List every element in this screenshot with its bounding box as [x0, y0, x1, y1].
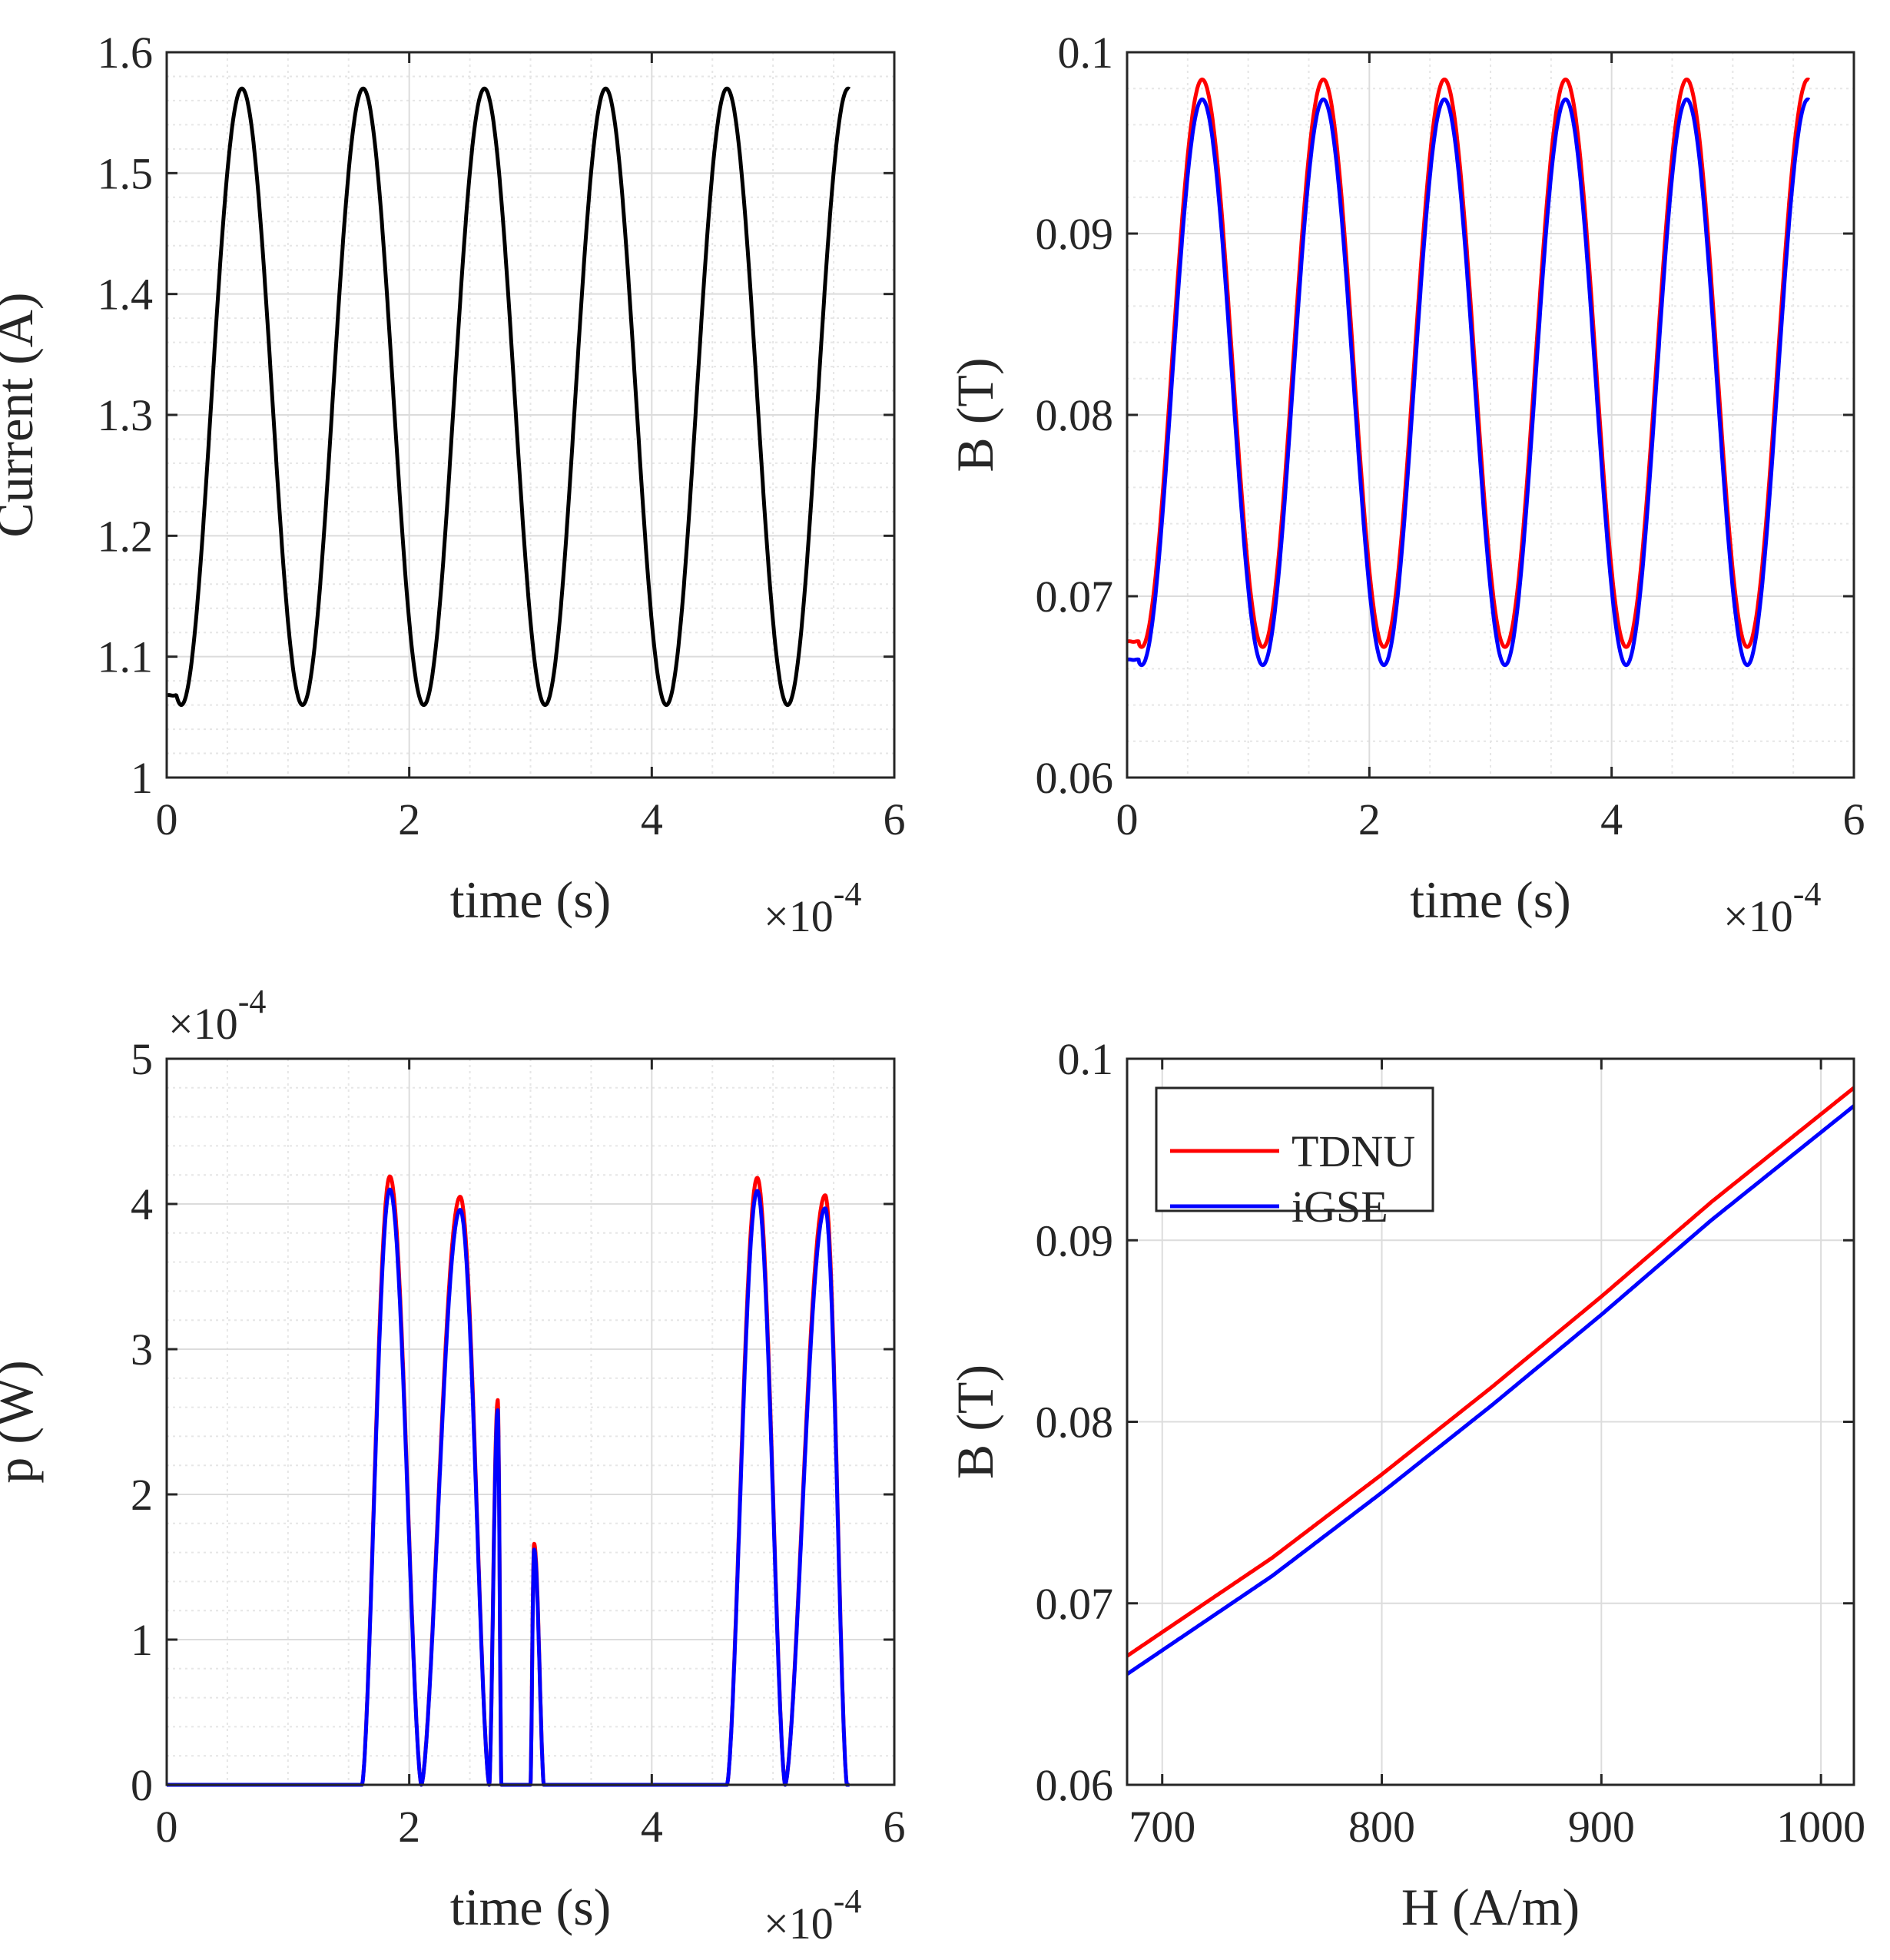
- series-line-igse: [164, 1187, 851, 1787]
- x-tick-label: 6: [884, 794, 906, 844]
- chart-power: 0 1 2 3 4 5 0 2 4 6 time (s) p (W) ×10-4 ×10-4: [0, 983, 906, 1948]
- chart-b-time: 0.06 0.07 0.08 0.09 0.1 0 2 4 6 time (s) B (T) ×10-…: [946, 28, 1865, 941]
- y-tick-label: 0.1: [1058, 28, 1114, 78]
- y-tick-label: 3: [131, 1325, 153, 1375]
- series-line-igse: [1126, 1104, 1855, 1676]
- x-tick-label: 2: [1358, 794, 1381, 844]
- y-tick-label: 2: [131, 1470, 153, 1520]
- x-multiplier-exponent: -4: [834, 875, 862, 913]
- axes-box: [165, 1057, 896, 1786]
- x-multiplier-exponent: -4: [834, 1882, 862, 1920]
- y-tick-label: 5: [131, 1034, 153, 1084]
- y-tick-label: 0.09: [1036, 209, 1114, 259]
- x-tick-label: 2: [398, 1802, 420, 1852]
- x-tick-label: 2: [398, 794, 420, 844]
- y-multiplier-exponent: -4: [238, 983, 267, 1020]
- y-tick-label: 0.09: [1036, 1215, 1114, 1265]
- y-tick-label: 4: [131, 1179, 153, 1229]
- y-tick-label: 1.3: [98, 390, 154, 440]
- y-tick-label: 0.06: [1036, 753, 1114, 803]
- x-tick-label: 6: [884, 1802, 906, 1852]
- series-line-tdnu: [1126, 1086, 1855, 1658]
- y-tick-label: 1.2: [98, 511, 154, 561]
- series-line-igse: [1126, 97, 1811, 668]
- x-multiplier-exponent: -4: [1793, 875, 1822, 913]
- y-tick-label: 1.6: [98, 28, 154, 78]
- x-multiplier: ×10-4: [1723, 875, 1821, 941]
- x-tick-label: 700: [1129, 1802, 1195, 1852]
- y-multiplier: ×10-4: [168, 983, 266, 1049]
- x-axis-label: time (s): [450, 871, 612, 929]
- series-line-tdnu: [164, 1174, 851, 1787]
- y-tick-label: 1: [131, 753, 153, 803]
- x-multiplier: ×10-4: [764, 1882, 861, 1948]
- y-axis-label: B (T): [946, 357, 1004, 472]
- series-line-current: [165, 86, 851, 708]
- y-axis-label: B (T): [946, 1365, 1004, 1479]
- y-tick-label: 0: [131, 1760, 153, 1810]
- x-tick-label: 0: [156, 794, 178, 844]
- x-tick-label: 4: [641, 794, 663, 844]
- x-tick-label: 6: [1843, 794, 1865, 844]
- y-tick-label: 1.1: [98, 632, 154, 682]
- chart-current: 1 1.1 1.2 1.3 1.4 1.5 1.6 0 2 4 6 time (s) Current (…: [0, 28, 906, 941]
- x-tick-label: 0: [156, 1802, 178, 1852]
- chart-bh: 0.06 0.07 0.08 0.09 0.1 700 800 900 1000 H (A/m) B…: [946, 1034, 1865, 1936]
- y-tick-label: 0.08: [1036, 390, 1114, 440]
- x-axis-label: time (s): [450, 1878, 612, 1936]
- y-tick-label: 1.4: [98, 270, 154, 320]
- y-tick-label: 1: [131, 1615, 153, 1665]
- y-tick-label: 0.07: [1036, 572, 1114, 622]
- x-tick-label: 4: [641, 1802, 663, 1852]
- x-axis-label: H (A/m): [1401, 1878, 1580, 1936]
- legend: TDNU iGSE: [1155, 1086, 1434, 1232]
- y-tick-label: 0.1: [1058, 1034, 1114, 1084]
- legend-label-tdnu: TDNU: [1292, 1126, 1415, 1176]
- x-tick-label: 900: [1568, 1802, 1635, 1852]
- y-tick-label: 0.06: [1036, 1760, 1114, 1810]
- x-tick-label: 0: [1116, 794, 1139, 844]
- y-axis-label: p (W): [0, 1360, 44, 1483]
- y-tick-label: 1.5: [98, 148, 154, 198]
- x-axis-label: time (s): [1410, 871, 1571, 929]
- x-tick-label: 800: [1348, 1802, 1415, 1852]
- y-axis-label: Current (A): [0, 292, 44, 537]
- x-tick-label: 1000: [1776, 1802, 1865, 1852]
- legend-label-igse: iGSE: [1292, 1182, 1388, 1232]
- x-tick-label: 4: [1600, 794, 1623, 844]
- x-multiplier: ×10-4: [764, 875, 861, 941]
- y-tick-label: 0.08: [1036, 1398, 1114, 1448]
- y-tick-label: 0.07: [1036, 1579, 1114, 1629]
